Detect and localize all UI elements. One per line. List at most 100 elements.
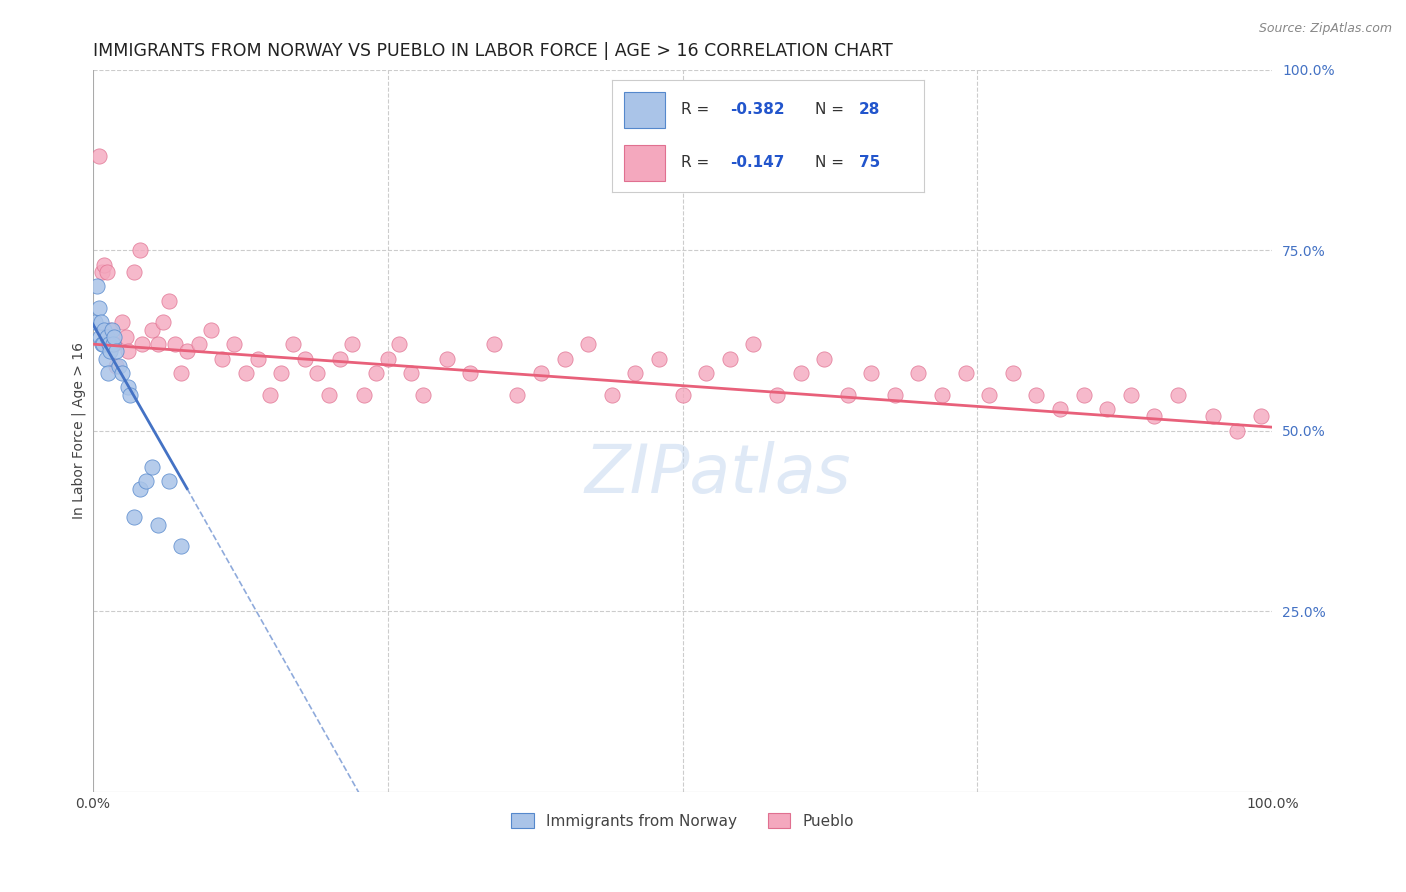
Point [931,387,953,401]
Point [105,344,128,359]
Text: ZIPatlas: ZIPatlas [585,442,851,508]
Point [458,366,481,380]
Point [146,337,169,351]
Point [141,323,163,337]
Point [93,323,115,337]
Point [399,366,422,380]
Point [813,351,835,366]
Point [100,323,122,337]
Point [122,265,145,279]
Point [1167,387,1189,401]
Point [648,351,671,366]
Point [1073,387,1095,401]
Point [103,330,125,344]
Point [1202,409,1225,424]
Point [1025,387,1047,401]
Point [695,366,717,380]
Point [111,315,134,329]
Point [157,293,180,308]
Point [117,380,139,394]
Point [170,540,193,554]
Point [128,244,150,258]
Point [100,344,122,359]
Point [1226,424,1249,438]
Point [270,366,292,380]
Point [87,301,110,315]
Point [211,351,233,366]
Point [235,366,257,380]
Point [979,387,1001,401]
Point [1001,366,1024,380]
Point [93,258,115,272]
Point [157,475,180,489]
Point [152,315,174,329]
Point [377,351,399,366]
Point [364,366,387,380]
Point [122,510,145,524]
Point [600,387,623,401]
Point [141,459,163,474]
Point [1049,402,1071,417]
Point [671,387,693,401]
Point [98,337,121,351]
Point [170,366,193,380]
Point [283,337,305,351]
Point [90,315,112,329]
Point [101,337,124,351]
Point [91,337,114,351]
Point [530,366,553,380]
Point [1143,409,1166,424]
Point [96,265,118,279]
Point [955,366,977,380]
Point [105,359,128,373]
Point [84,315,107,329]
Text: IMMIGRANTS FROM NORWAY VS PUEBLO IN LABOR FORCE | AGE > 16 CORRELATION CHART: IMMIGRANTS FROM NORWAY VS PUEBLO IN LABO… [93,42,893,60]
Point [107,359,129,373]
Point [1119,387,1142,401]
Text: Source: ZipAtlas.com: Source: ZipAtlas.com [1258,22,1392,36]
Point [412,387,434,401]
Point [436,351,458,366]
Point [342,337,364,351]
Point [259,387,281,401]
Point [624,366,647,380]
Point [96,330,118,344]
Point [388,337,411,351]
Point [837,387,859,401]
Point [883,387,905,401]
Point [89,330,111,344]
Point [1250,409,1272,424]
Point [146,517,169,532]
Point [120,387,142,401]
Point [554,351,576,366]
Point [353,387,375,401]
Point [97,366,120,380]
Point [103,337,125,351]
Point [200,323,222,337]
Point [187,337,209,351]
Legend: Immigrants from Norway, Pueblo: Immigrants from Norway, Pueblo [505,806,860,835]
Point [789,366,811,380]
Point [131,337,153,351]
Point [111,366,134,380]
Point [176,344,198,359]
Point [87,149,110,163]
Point [94,351,117,366]
Point [86,279,108,293]
Point [128,482,150,496]
Y-axis label: In Labor Force | Age > 16: In Labor Force | Age > 16 [72,343,86,519]
Point [1097,402,1119,417]
Point [718,351,741,366]
Point [294,351,316,366]
Point [114,330,136,344]
Point [576,337,599,351]
Point [482,337,505,351]
Point [100,323,122,337]
Point [91,337,114,351]
Point [907,366,929,380]
Point [766,387,789,401]
Point [506,387,529,401]
Point [329,351,352,366]
Point [246,351,269,366]
Point [165,337,187,351]
